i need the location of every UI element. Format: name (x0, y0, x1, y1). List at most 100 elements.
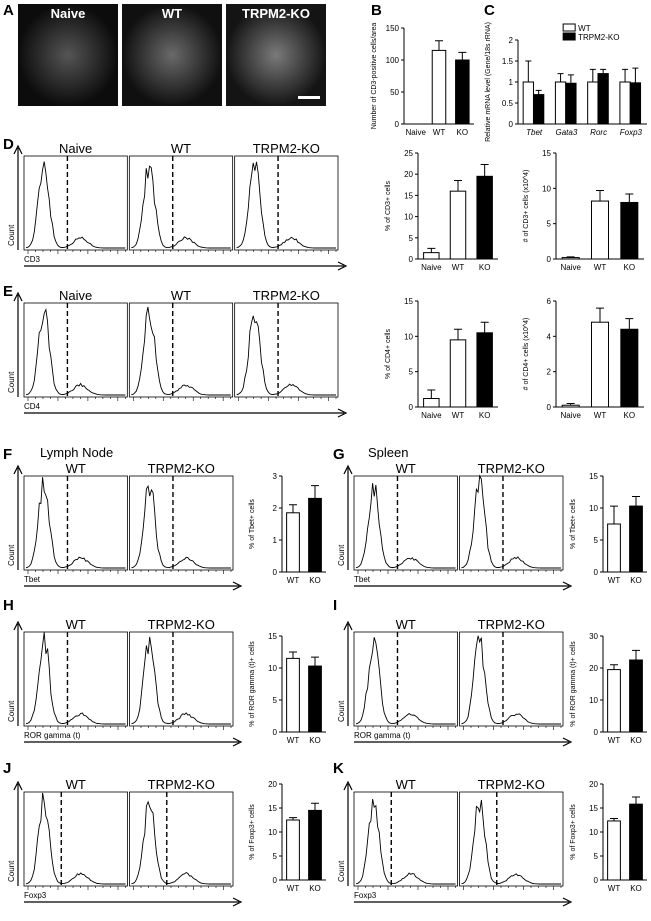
bar-chart-tick-label: 2 (509, 36, 514, 45)
histogram-title: TRPM2-KO (478, 777, 545, 792)
error-bar (454, 328, 462, 340)
bar (629, 505, 643, 573)
panel-label-k: K (333, 760, 344, 777)
histogram-frame (23, 791, 128, 887)
histogram-title: WT (396, 617, 416, 632)
histogram-panel-j: Count Foxp3 WT TRPM2-KO (0, 776, 245, 921)
bar (629, 82, 642, 125)
bar-chart-category-label: Rorc (590, 128, 607, 137)
panel-label-c: C (484, 2, 495, 19)
bar (308, 497, 322, 573)
y-axis-arrowhead (13, 780, 23, 791)
bar-chart-tick-label: 5 (409, 368, 414, 377)
histogram-y-label: Count (7, 700, 16, 722)
histogram-title: WT (396, 461, 416, 476)
error-bar (622, 68, 629, 82)
x-axis-arrowhead (232, 581, 243, 591)
bar-chart-category-label: WT (287, 884, 300, 893)
bar-chart-tick-label: 10 (542, 184, 551, 193)
legend-label: TRPM2-KO (578, 33, 619, 42)
histogram-frame (23, 155, 128, 251)
bar (561, 257, 580, 260)
panel-label-h: H (3, 597, 14, 614)
bar-chart-y-label: % of CD3+ cells (385, 181, 392, 231)
error-bar (566, 402, 575, 406)
histogram-trace (461, 474, 561, 569)
bar (449, 190, 467, 260)
histogram-trace (355, 483, 456, 569)
bar-chart-d1: % of CD3+ cells 0 5 10 15 20 25 Naive WT KO (385, 149, 498, 272)
histogram-trace (131, 165, 231, 249)
bar (455, 59, 470, 125)
histogram-frame (23, 631, 128, 727)
bar-chart-category-label: KO (309, 884, 321, 893)
histogram-frame (353, 631, 458, 727)
bar-chart-tick-label: 0.5 (502, 99, 514, 108)
bar-chart-category-label: WT (433, 128, 446, 137)
bar-chart-tick-label: 1.5 (502, 57, 514, 66)
error-bar (610, 664, 618, 670)
bar-chart-category-label: KO (630, 884, 642, 893)
bar-chart-tick-label: 0 (395, 120, 400, 129)
histogram-trace (25, 161, 126, 249)
histogram-y-label: Count (337, 544, 346, 566)
histogram-panel-k: Count Foxp3 WT TRPM2-KO (330, 776, 575, 921)
histogram-y-label: Count (7, 860, 16, 882)
bar-chart-tick-label: 10 (268, 664, 277, 673)
bar-chart-category-label: WT (608, 576, 621, 585)
histogram-title: Naive (59, 141, 92, 156)
bar-chart-category-label: WT (608, 884, 621, 893)
bar-chart-category-label: Foxp3 (620, 128, 643, 137)
bar (561, 404, 580, 408)
bar-chart-category-label: Naive (560, 411, 581, 420)
bar (532, 94, 545, 125)
histogram-plot: Count Tbet WT TRPM2-KO (7, 461, 243, 591)
error-bar (458, 51, 467, 60)
histogram-plot: Count CD3 Naive WT TRPM2-KO (7, 141, 348, 271)
bar-chart-e2: # of CD4+ cells (x10^4) 0 2 4 6 Naive WT KO (523, 297, 644, 420)
histogram-trace (25, 477, 126, 569)
histogram-x-label: CD4 (24, 402, 41, 411)
bar-chart-y-label: Relative mRNA level (Gene/18s rRNA) (485, 22, 492, 142)
panel-label-j: J (3, 760, 12, 777)
panel-label-a: A (3, 2, 14, 19)
bar (286, 657, 300, 733)
bar-chart-h: % of ROR gamma (t)+ cells 0 5 10 15 WT KO (249, 632, 326, 745)
bar (590, 200, 610, 260)
bar-chart-tick-label: 10 (404, 213, 413, 222)
bar-chart-category-label: WT (287, 576, 300, 585)
bar (590, 321, 610, 408)
bar (597, 73, 609, 125)
histogram-trace (131, 636, 231, 725)
panel-label-b: B (371, 2, 382, 19)
error-bar (567, 74, 574, 84)
histogram-plot: Count ROR gamma (t) WT TRPM2-KO (337, 617, 573, 747)
legend-swatch (562, 32, 576, 41)
bar-chart-y-label: # of CD3+ cells (x10^4) (523, 170, 530, 243)
histogram-title: TRPM2-KO (253, 288, 320, 303)
bar-chart-y-label: % of Tbet+ cells (570, 499, 577, 549)
histogram-frame (129, 631, 234, 727)
histogram-frame (353, 791, 458, 887)
bar (476, 175, 493, 260)
histogram-x-label: Tbet (354, 575, 371, 584)
bar (607, 669, 621, 733)
histogram-plot: Count ROR gamma (t) WT TRPM2-KO (7, 617, 243, 747)
micrograph-title: TRPM2-KO (242, 6, 310, 21)
bar-chart-j: % of Foxp3+ cells 0 5 10 15 20 WT KO (249, 780, 326, 893)
bar-chart-category-label: KO (309, 576, 321, 585)
bar-chart-tick-label: 0 (594, 568, 599, 577)
bar-chart-y-label: % of CD4+ cells (385, 329, 392, 379)
error-bar (596, 189, 604, 202)
bar-chart-y-label: % of Tbet+ cells (249, 499, 256, 549)
error-bar (589, 68, 596, 82)
bar-chart-y-label: # of CD4+ cells (x10^4) (523, 318, 530, 391)
histogram-plot: Count CD4 Naive WT TRPM2-KO (7, 288, 348, 418)
bar-chart-category-label: KO (479, 263, 491, 272)
histogram-frame (129, 791, 234, 887)
legend-label: WT (578, 24, 591, 33)
histogram-title: WT (66, 777, 86, 792)
error-bar (289, 504, 297, 513)
histogram-x-label: Tbet (24, 575, 41, 584)
bar (449, 339, 467, 408)
